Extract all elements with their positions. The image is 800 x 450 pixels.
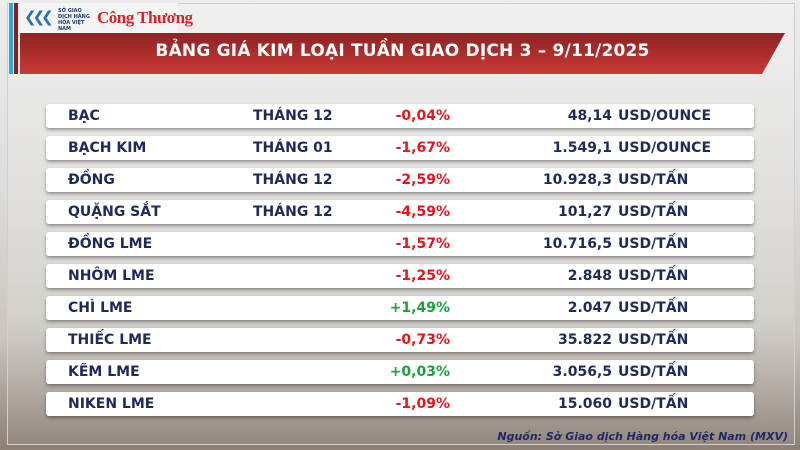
price: 48,14 xyxy=(567,108,612,124)
price-change: -1,67% xyxy=(395,140,450,156)
price-change: -1,25% xyxy=(395,268,450,284)
logo-bar xyxy=(20,3,178,33)
metal-name: THIẾC LME xyxy=(68,332,152,348)
table-row: QUẶNG SẮT THÁNG 12 -4,59% 101,27 USD/TẤN xyxy=(46,200,754,224)
price-change: +0,03% xyxy=(389,364,450,380)
price-change: -0,04% xyxy=(395,108,450,124)
table-row: ĐỒNG LME -1,57% 10.716,5 USD/TẤN xyxy=(46,232,754,256)
congthuong-logo: Công Thương xyxy=(97,8,193,27)
unit: USD/TẤN xyxy=(618,268,689,284)
table-row: KẼM LME +0,03% 3.056,5 USD/TẤN xyxy=(46,360,754,384)
price: 10.928,3 xyxy=(542,172,612,188)
metal-name: NHÔM LME xyxy=(68,268,155,284)
price: 35.822 xyxy=(557,332,612,348)
accent-stripe-red xyxy=(14,3,18,74)
table-row: BẠC THÁNG 12 -0,04% 48,14 USD/OUNCE xyxy=(46,104,754,128)
unit: USD/TẤN xyxy=(618,364,689,380)
metal-name: BẠCH KIM xyxy=(68,140,147,156)
price-change: -2,59% xyxy=(395,172,450,188)
price-change: -1,09% xyxy=(395,396,450,412)
price: 10.716,5 xyxy=(542,236,612,252)
source-note: Nguồn: Sở Giao dịch Hàng hóa Việt Nam (M… xyxy=(497,430,788,443)
price-change: -0,73% xyxy=(395,332,450,348)
table-row: NIKEN LME -1,09% 15.060 USD/TẤN xyxy=(46,392,754,416)
price: 15.060 xyxy=(557,396,612,412)
price-change: -1,57% xyxy=(395,236,450,252)
price: 2.047 xyxy=(567,300,612,316)
mxv-logo-icon: ❮❮❮ xyxy=(24,8,54,26)
metal-name: BẠC xyxy=(68,108,100,124)
price: 3.056,5 xyxy=(552,364,612,380)
price: 1.549,1 xyxy=(552,140,612,156)
metal-name: ĐỒNG xyxy=(68,172,115,188)
metal-name: CHÌ LME xyxy=(68,300,133,316)
contract-month: THÁNG 12 xyxy=(253,204,333,220)
contract-month: THÁNG 01 xyxy=(253,140,333,156)
unit: USD/OUNCE xyxy=(618,140,712,156)
unit: USD/TẤN xyxy=(618,204,689,220)
unit: USD/TẤN xyxy=(618,236,689,252)
price: 2.848 xyxy=(567,268,612,284)
title-banner: BẢNG GIÁ KIM LOẠI TUẦN GIAO DỊCH 3 – 9/1… xyxy=(20,33,785,74)
unit: USD/TẤN xyxy=(618,396,689,412)
price-change: +1,49% xyxy=(389,300,450,316)
mxv-logo-text: SỞ GIAO DỊCH HÀNG HÓA VIỆT NAM xyxy=(58,8,90,32)
metal-name: QUẶNG SẮT xyxy=(68,204,161,220)
table-row: THIẾC LME -0,73% 35.822 USD/TẤN xyxy=(46,328,754,352)
unit: USD/TẤN xyxy=(618,172,689,188)
page-title: BẢNG GIÁ KIM LOẠI TUẦN GIAO DỊCH 3 – 9/1… xyxy=(155,41,650,61)
table-row: BẠCH KIM THÁNG 01 -1,67% 1.549,1 USD/OUN… xyxy=(46,136,754,160)
table-row: NHÔM LME -1,25% 2.848 USD/TẤN xyxy=(46,264,754,288)
table-row: ĐỒNG THÁNG 12 -2,59% 10.928,3 USD/TẤN xyxy=(46,168,754,192)
contract-month: THÁNG 12 xyxy=(253,172,333,188)
unit: USD/TẤN xyxy=(618,332,689,348)
metal-name: ĐỒNG LME xyxy=(68,236,153,252)
price-change: -4,59% xyxy=(395,204,450,220)
metal-name: NIKEN LME xyxy=(68,396,155,412)
unit: USD/OUNCE xyxy=(618,108,712,124)
table-row: CHÌ LME +1,49% 2.047 USD/TẤN xyxy=(46,296,754,320)
contract-month: THÁNG 12 xyxy=(253,108,333,124)
unit: USD/TẤN xyxy=(618,300,689,316)
price: 101,27 xyxy=(557,204,612,220)
accent-stripe-blue xyxy=(9,3,13,74)
metal-name: KẼM LME xyxy=(68,364,140,380)
